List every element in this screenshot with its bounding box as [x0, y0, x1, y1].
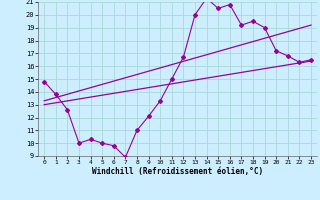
X-axis label: Windchill (Refroidissement éolien,°C): Windchill (Refroidissement éolien,°C): [92, 167, 263, 176]
